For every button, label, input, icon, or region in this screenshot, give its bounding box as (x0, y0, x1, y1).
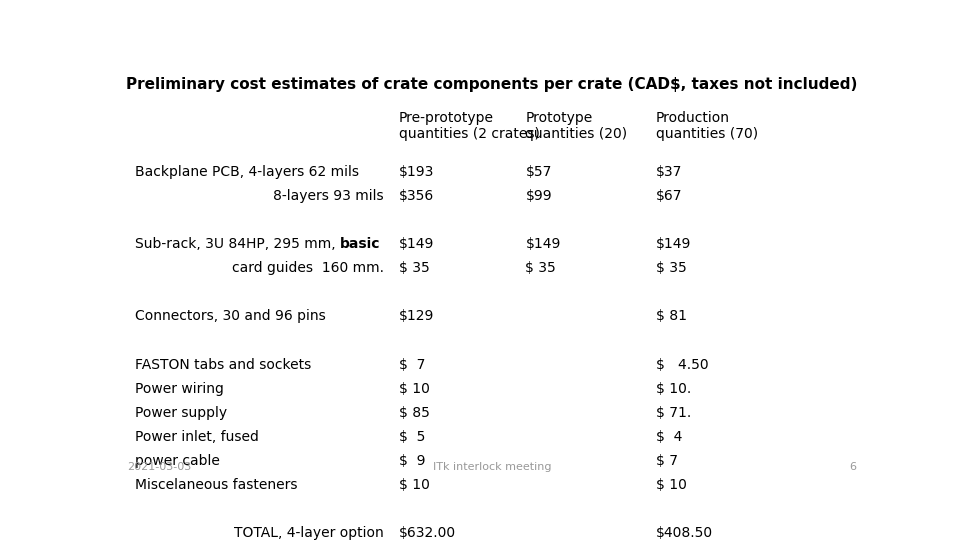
Text: $67: $67 (656, 188, 683, 202)
Text: Preliminary cost estimates of crate components per crate (CAD$, taxes not includ: Preliminary cost estimates of crate comp… (127, 77, 857, 92)
Text: 2021-03-03: 2021-03-03 (128, 462, 192, 472)
Text: $ 10: $ 10 (656, 478, 686, 492)
Text: Miscelaneous fasteners: Miscelaneous fasteners (134, 478, 298, 492)
Text: Connectors, 30 and 96 pins: Connectors, 30 and 96 pins (134, 309, 325, 323)
Text: 8-layers 93 mils: 8-layers 93 mils (274, 188, 384, 202)
Text: $ 85: $ 85 (399, 406, 430, 420)
Text: $ 10: $ 10 (399, 478, 430, 492)
Text: $632.00: $632.00 (399, 526, 456, 540)
Text: Power wiring: Power wiring (134, 382, 224, 396)
Text: $ 35: $ 35 (525, 261, 556, 275)
Text: $149: $149 (656, 237, 691, 251)
Text: $  4: $ 4 (656, 430, 682, 444)
Text: power cable: power cable (134, 454, 220, 468)
Text: $193: $193 (399, 165, 434, 179)
Text: $149: $149 (399, 237, 434, 251)
Text: $ 35: $ 35 (656, 261, 686, 275)
Text: basic: basic (340, 237, 380, 251)
Text: $ 7: $ 7 (656, 454, 678, 468)
Text: $356: $356 (399, 188, 434, 202)
Text: $57: $57 (525, 165, 552, 179)
Text: $  5: $ 5 (399, 430, 425, 444)
Text: $99: $99 (525, 188, 552, 202)
Text: $   4.50: $ 4.50 (656, 357, 708, 372)
Text: $ 10: $ 10 (399, 382, 430, 396)
Text: $129: $129 (399, 309, 434, 323)
Text: $ 71.: $ 71. (656, 406, 691, 420)
Text: ITk interlock meeting: ITk interlock meeting (433, 462, 551, 472)
Text: FASTON tabs and sockets: FASTON tabs and sockets (134, 357, 311, 372)
Text: Power supply: Power supply (134, 406, 227, 420)
Text: Production
quantities (70): Production quantities (70) (656, 111, 757, 141)
Text: 6: 6 (850, 462, 856, 472)
Text: $408.50: $408.50 (656, 526, 713, 540)
Text: Sub-rack, 3U 84HP, 295 mm,: Sub-rack, 3U 84HP, 295 mm, (134, 237, 340, 251)
Text: $37: $37 (656, 165, 682, 179)
Text: $149: $149 (525, 237, 561, 251)
Text: card guides  160 mm.: card guides 160 mm. (232, 261, 384, 275)
Text: $  7: $ 7 (399, 357, 425, 372)
Text: $ 10.: $ 10. (656, 382, 691, 396)
Text: Power inlet, fused: Power inlet, fused (134, 430, 259, 444)
Text: Backplane PCB, 4-layers 62 mils: Backplane PCB, 4-layers 62 mils (134, 165, 359, 179)
Text: $ 35: $ 35 (399, 261, 430, 275)
Text: Prototype
quantities (20): Prototype quantities (20) (525, 111, 628, 141)
Text: TOTAL, 4-layer option: TOTAL, 4-layer option (234, 526, 384, 540)
Text: $ 81: $ 81 (656, 309, 686, 323)
Text: $  9: $ 9 (399, 454, 425, 468)
Text: Pre-prototype
quantities (2 crates): Pre-prototype quantities (2 crates) (399, 111, 540, 141)
